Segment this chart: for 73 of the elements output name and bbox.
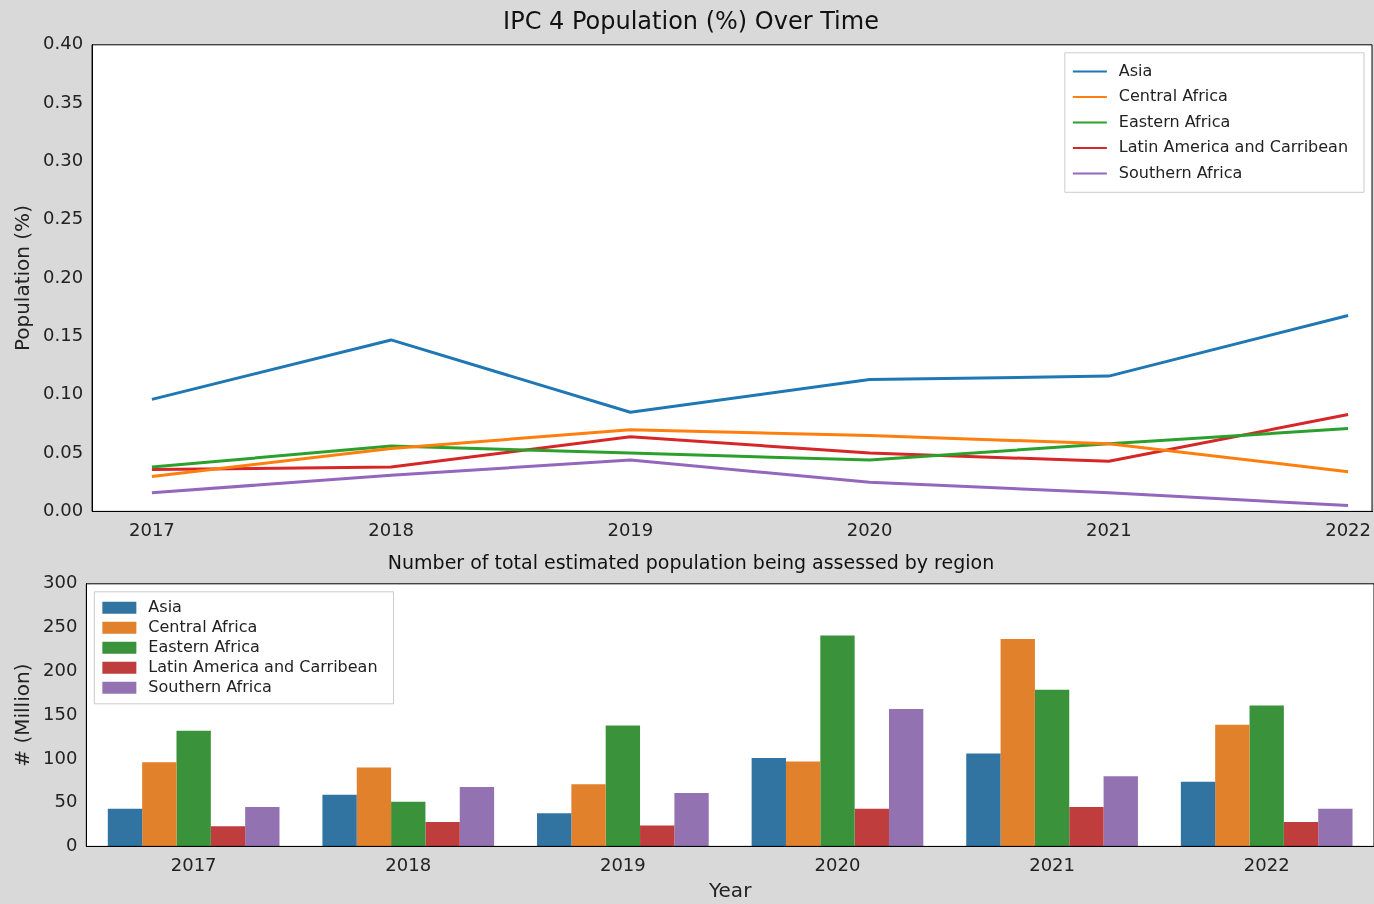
bar xyxy=(888,708,924,847)
bar xyxy=(1069,807,1104,847)
bar xyxy=(1249,705,1284,847)
bar xyxy=(820,635,855,847)
x-tick-label: 2018 xyxy=(368,518,415,540)
x-tick-label: 2019 xyxy=(599,853,646,875)
x-tick-label: 2021 xyxy=(1085,518,1132,540)
y-tick-label: 0.00 xyxy=(43,499,84,521)
legend-label: Eastern Africa xyxy=(1118,111,1231,131)
legend-label: Latin America and Carribean xyxy=(148,656,378,676)
legend-label: Southern Africa xyxy=(148,676,272,696)
bar xyxy=(1000,638,1035,847)
y-tick-label: 100 xyxy=(43,746,78,768)
chart-title: Number of total estimated population being assessed by region xyxy=(387,551,995,574)
y-axis-title: Population (%) xyxy=(10,205,35,352)
bar xyxy=(391,801,426,847)
bar xyxy=(674,793,709,847)
bar xyxy=(785,761,821,847)
legend-label: Central Africa xyxy=(148,616,258,636)
x-tick-label: 2019 xyxy=(607,518,654,540)
y-tick-label: 250 xyxy=(43,615,78,637)
y-tick-label: 0.15 xyxy=(43,324,84,346)
bar xyxy=(1180,781,1216,847)
y-tick-label: 0.20 xyxy=(43,265,84,287)
bar xyxy=(640,825,675,847)
x-tick-label: 2021 xyxy=(1029,853,1075,875)
legend-label: Asia xyxy=(148,596,182,616)
y-tick-label: 0.25 xyxy=(43,207,84,229)
y-tick-label: 0.05 xyxy=(43,440,84,462)
bar xyxy=(356,767,392,847)
x-axis-title: Year xyxy=(708,878,753,903)
legend-label: Latin America and Carribean xyxy=(1118,137,1349,157)
bar xyxy=(605,725,641,847)
bar xyxy=(1034,689,1070,847)
y-tick-label: 200 xyxy=(43,659,78,681)
y-tick-label: 300 xyxy=(43,571,78,593)
y-axis-title: # (Million) xyxy=(10,663,35,767)
bar xyxy=(1283,821,1319,847)
bar xyxy=(751,757,786,847)
bar xyxy=(425,821,460,847)
bar xyxy=(107,808,143,847)
x-tick-label: 2017 xyxy=(170,853,217,875)
y-tick-label: 0.40 xyxy=(43,32,84,54)
bar xyxy=(176,730,211,847)
y-tick-label: 50 xyxy=(54,790,78,812)
legend-label: Southern Africa xyxy=(1118,162,1243,182)
y-tick-label: 0.30 xyxy=(43,149,84,171)
x-tick-label: 2020 xyxy=(846,518,893,540)
legend-label: Eastern Africa xyxy=(148,636,260,656)
bar xyxy=(459,786,495,847)
x-tick-label: 2017 xyxy=(128,518,175,540)
x-tick-label: 2022 xyxy=(1243,853,1290,875)
x-tick-label: 2020 xyxy=(814,853,861,875)
bar xyxy=(571,784,606,847)
bar xyxy=(537,813,572,847)
bar xyxy=(210,826,246,847)
bar xyxy=(1103,776,1138,847)
chart-title: IPC 4 Population (%) Over Time xyxy=(503,6,879,35)
x-tick-label: 2018 xyxy=(385,853,432,875)
y-tick-label: 150 xyxy=(43,702,78,724)
legend-label: Asia xyxy=(1118,60,1153,80)
y-tick-label: 0 xyxy=(65,834,78,856)
bar xyxy=(142,762,177,847)
bar xyxy=(854,808,889,847)
bar xyxy=(1318,808,1353,847)
bar xyxy=(966,753,1001,847)
bar xyxy=(1215,724,1250,847)
y-tick-label: 0.35 xyxy=(43,90,84,112)
y-tick-label: 0.10 xyxy=(43,382,84,404)
legend-label: Central Africa xyxy=(1118,86,1228,106)
bar xyxy=(245,807,280,847)
bar xyxy=(322,794,357,847)
x-tick-label: 2022 xyxy=(1325,518,1371,540)
